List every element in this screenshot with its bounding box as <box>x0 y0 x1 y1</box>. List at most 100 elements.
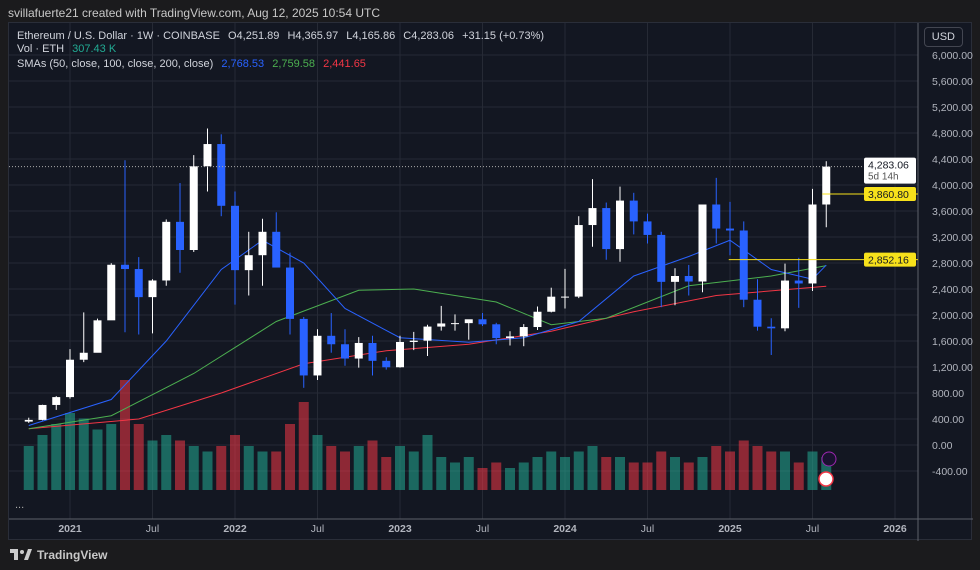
y-tick-label: 2,400.00 <box>932 284 973 296</box>
volume-bar <box>670 457 680 490</box>
candle-body <box>547 296 556 312</box>
candle-body <box>739 230 748 300</box>
candle-body <box>533 311 542 328</box>
last-price-label: 4,283.06 <box>868 160 909 172</box>
volume-bar <box>133 424 144 490</box>
level-price-label: 3,860.80 <box>868 189 909 201</box>
candle-body <box>93 320 102 353</box>
candle-body <box>451 323 459 325</box>
volume-bar <box>436 457 447 490</box>
sma200-value: 2,441.65 <box>323 58 366 70</box>
volume-bar <box>65 413 75 490</box>
candle-body <box>382 360 391 368</box>
ohlc-legend: Ethereum / U.S. Dollar · 1W · COINBASE O… <box>17 30 544 42</box>
y-tick-label: 400.00 <box>932 414 964 426</box>
volume-bar <box>532 457 543 490</box>
volume-label[interactable]: Vol · ETH <box>17 43 65 55</box>
volume-bar <box>422 435 433 490</box>
candle-body <box>781 280 789 329</box>
volume-bar <box>463 457 474 490</box>
volume-bar <box>92 429 103 490</box>
low-value: L4,165.86 <box>346 30 396 42</box>
candle-body <box>698 204 707 282</box>
volume-bar <box>587 446 598 490</box>
candle-body <box>313 335 322 376</box>
candle-body <box>203 144 212 167</box>
last-price-tag <box>864 157 916 184</box>
candle-body <box>602 208 611 250</box>
volume-bar <box>807 451 818 490</box>
footer: TradingView <box>10 548 107 562</box>
x-tick-label: 2023 <box>388 523 412 535</box>
y-tick-label: 4,400.00 <box>932 154 973 166</box>
sma200-line <box>28 285 827 430</box>
x-tick-label: Jul <box>146 523 159 535</box>
candle-body <box>574 225 583 297</box>
candle-body <box>52 397 61 405</box>
y-tick-label: 6,000.00 <box>932 50 973 62</box>
volume-bar <box>656 451 667 490</box>
volume-bar <box>120 380 130 490</box>
volume-bar <box>697 457 708 490</box>
symbol-label[interactable]: Ethereum / U.S. Dollar · 1W · COINBASE <box>17 30 220 42</box>
volume-bar <box>738 440 749 490</box>
candle-body <box>794 280 803 284</box>
volume-bar <box>573 451 584 490</box>
volume-bar <box>298 402 309 490</box>
volume-bar <box>188 446 199 490</box>
candle-body <box>519 327 528 337</box>
candle-body <box>299 318 308 376</box>
volume-bar <box>161 435 172 490</box>
candle-body <box>437 323 446 327</box>
candle-body <box>327 335 336 345</box>
volume-bar <box>725 451 735 490</box>
y-tick-label: 800.00 <box>932 388 964 400</box>
candle-body <box>134 269 143 298</box>
candle-body <box>684 276 693 282</box>
tradingview-logo-icon <box>10 549 32 560</box>
volume-bar <box>381 457 392 490</box>
candle-body <box>286 267 294 319</box>
chart-panel[interactable]: 6,000.00 5,600.00 5,200.00 4,800.00 4,400.00… <box>8 22 973 541</box>
candle-body <box>822 166 831 205</box>
volume-bar <box>628 462 639 490</box>
volume-bar <box>450 462 460 490</box>
volume-bar <box>780 451 790 490</box>
candle-body <box>368 342 377 361</box>
y-tick-label: 3,600.00 <box>932 206 973 218</box>
volume-bar <box>147 440 158 490</box>
x-tick-label: 2024 <box>553 523 577 535</box>
volume-bar <box>683 462 694 490</box>
x-tick-label: 2022 <box>223 523 247 535</box>
y-tick-label: 3,200.00 <box>932 232 973 244</box>
candle-body <box>808 204 817 284</box>
candle-body <box>354 342 363 359</box>
candle-body <box>588 208 597 226</box>
currency-button[interactable]: USD <box>923 27 963 47</box>
x-tick-label: 2025 <box>718 523 742 535</box>
candle-body <box>24 419 33 422</box>
volume-bar <box>477 468 488 490</box>
candle-body <box>492 324 501 339</box>
volume-bar <box>23 446 34 490</box>
x-tick-label: Jul <box>806 523 819 535</box>
volume-bar <box>106 424 117 490</box>
candle-body <box>79 352 88 360</box>
tradingview-brand[interactable]: TradingView <box>37 548 108 562</box>
volume-bar <box>546 451 557 490</box>
volume-legend: Vol · ETH 307.43 K <box>17 43 116 55</box>
candle-body <box>643 221 652 235</box>
sma-label[interactable]: SMAs (50, close, 100, close, 200, close) <box>17 58 214 70</box>
volume-bar <box>216 446 227 490</box>
volume-value: 307.43 K <box>72 43 117 55</box>
candle-body <box>478 319 487 325</box>
volume-bar <box>601 457 612 490</box>
candle-body <box>712 204 721 229</box>
volume-bar <box>51 424 62 490</box>
us-flag-economic-event-icon <box>818 471 834 487</box>
more-button[interactable]: ... <box>15 499 25 511</box>
volume-bar <box>642 462 653 490</box>
candle-body <box>629 200 638 222</box>
price-chart[interactable]: 6,000.00 5,600.00 5,200.00 4,800.00 4,400.00… <box>9 23 973 541</box>
volume-bar <box>560 457 570 490</box>
